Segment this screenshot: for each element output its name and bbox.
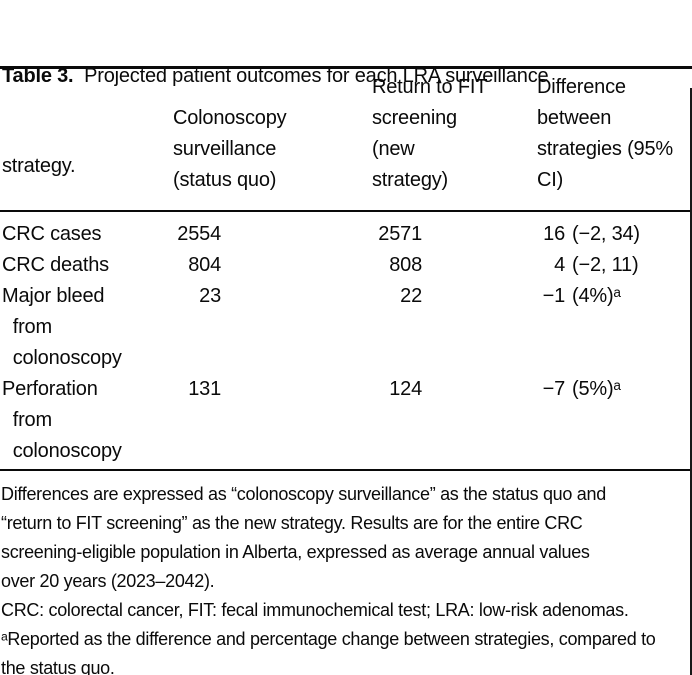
header-return-to-fit: Return to FIT screening (new strategy) — [372, 76, 488, 191]
value-colonoscopy: 23 — [199, 285, 221, 307]
footnote-line: the status quo. — [1, 658, 115, 675]
value-fit: 22 — [400, 285, 422, 307]
value-colonoscopy: 131 — [188, 378, 221, 400]
caption-line-1: Table 3. Projected patient outcomes for … — [2, 61, 549, 91]
difference-number: −1 — [542, 285, 566, 307]
footnote-superscript-a: ᵃReported as the difference and percenta… — [1, 629, 656, 649]
value-fit: 124 — [389, 378, 422, 400]
table-number: Table 3. — [2, 65, 74, 87]
row-label-major-bleed: Major bleed from colonoscopy — [2, 285, 122, 369]
row-label-crc-cases: CRC cases — [2, 223, 102, 245]
footnote-line: over 20 years (2023–2042). — [1, 571, 215, 591]
table-rule-top — [0, 66, 692, 69]
value-colonoscopy: 804 — [188, 254, 221, 276]
table-footnotes: Differences are expressed as “colonoscop… — [1, 480, 692, 675]
row-label-crc-deaths: CRC deaths — [2, 254, 109, 276]
difference-ci: (−2, 34) — [572, 223, 640, 245]
value-difference: 4 (−2, 11) — [537, 250, 639, 281]
page-column-edge-line — [690, 88, 692, 675]
value-difference: 16 (−2, 34) — [537, 219, 640, 250]
row-label-perforation: Perforation from colonoscopy — [2, 378, 122, 462]
difference-number: 16 — [543, 223, 565, 245]
value-fit: 808 — [389, 254, 422, 276]
footnote-line: screening-eligible population in Alberta… — [1, 542, 590, 562]
difference-ci: (−2, 11) — [572, 254, 639, 276]
difference-ci: (4%)ᵃ — [572, 285, 621, 307]
table-caption: Table 3. Projected patient outcomes for … — [2, 1, 549, 241]
caption-line-2: strategy. — [2, 155, 76, 177]
value-difference: −7 (5%)ᵃ — [537, 374, 621, 405]
difference-ci: (5%)ᵃ — [572, 378, 621, 400]
caption-text: Projected patient outcomes for each LRA … — [73, 65, 549, 87]
difference-number: −7 — [542, 378, 566, 400]
header-difference: Difference between strategies (95% CI) — [537, 76, 673, 191]
table-rule-header-bottom — [0, 210, 692, 212]
value-fit: 2571 — [378, 223, 422, 245]
value-colonoscopy: 2554 — [177, 223, 221, 245]
footnote-abbreviations: CRC: colorectal cancer, FIT: fecal immun… — [1, 600, 629, 620]
difference-number: 4 — [554, 254, 565, 276]
header-colonoscopy-surveillance: Colonoscopy surveillance (status quo) — [173, 107, 287, 191]
table-rule-bottom — [0, 469, 692, 471]
value-difference: −1 (4%)ᵃ — [537, 281, 621, 312]
footnote-line: “return to FIT screening” as the new str… — [1, 513, 583, 533]
footnote-line: Differences are expressed as “colonoscop… — [1, 484, 606, 504]
